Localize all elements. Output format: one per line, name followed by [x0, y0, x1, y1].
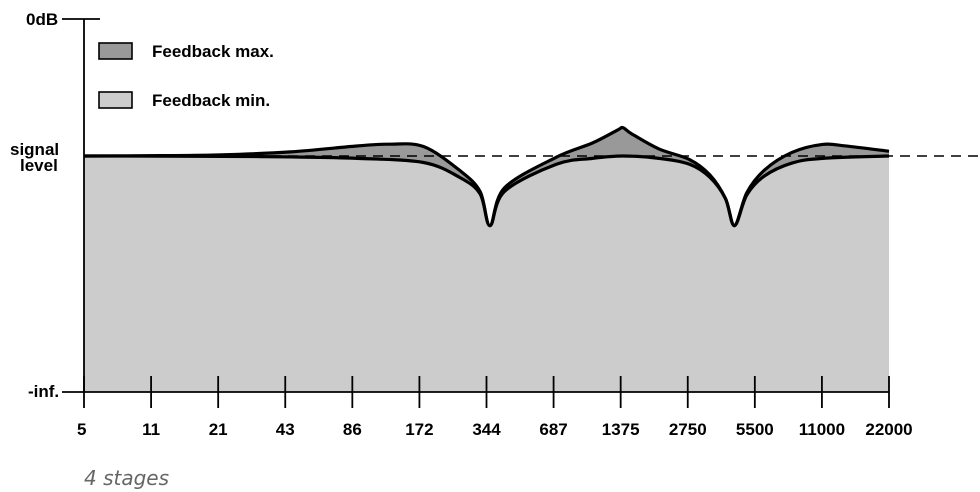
y-label-level: level: [20, 156, 58, 175]
x-tick-label-2750: 2750: [669, 420, 707, 439]
y-label-top: 0dB: [26, 10, 58, 29]
x-tick-label-5: 5: [77, 420, 86, 439]
feedback-min-area: [84, 156, 889, 392]
x-tick-label-5500: 5500: [736, 420, 774, 439]
legend-label-max: Feedback max.: [152, 42, 274, 61]
feedback-min-curve: [83, 154, 890, 228]
x-tick-label-1375: 1375: [602, 420, 640, 439]
x-tick-label-11: 11: [142, 420, 160, 439]
plot-area: [83, 125, 890, 393]
x-tick-label-344: 344: [472, 420, 501, 439]
legend-label-min: Feedback min.: [152, 91, 270, 110]
x-tick-label-687: 687: [539, 420, 567, 439]
x-tick-label-11000: 11000: [799, 420, 845, 439]
legend-swatch-max: [98, 42, 133, 60]
feedback-max-curve: [83, 125, 890, 228]
x-tick-label-22000: 22000: [865, 420, 912, 439]
x-tick-label-86: 86: [343, 420, 362, 439]
legend-swatch-min: [98, 91, 133, 109]
x-axis: 5 11 21 43 86 172 344 687 1375 2750 5500 11000 22000: [62, 376, 913, 439]
y-label-signal: signal: [10, 140, 59, 159]
caption: 4 stages: [84, 466, 170, 490]
x-tick-label-172: 172: [405, 420, 433, 439]
phaser-response-chart: 5 11 21 43 86 172 344 687 1375 2750 5500 11000 22000…: [10, 10, 980, 439]
legend: Feedback max. Feedback min.: [98, 42, 274, 110]
x-tick-label-43: 43: [276, 420, 295, 439]
y-label-bottom: -inf.: [28, 382, 59, 401]
x-tick-label-21: 21: [209, 420, 228, 439]
y-axis: [62, 18, 100, 392]
